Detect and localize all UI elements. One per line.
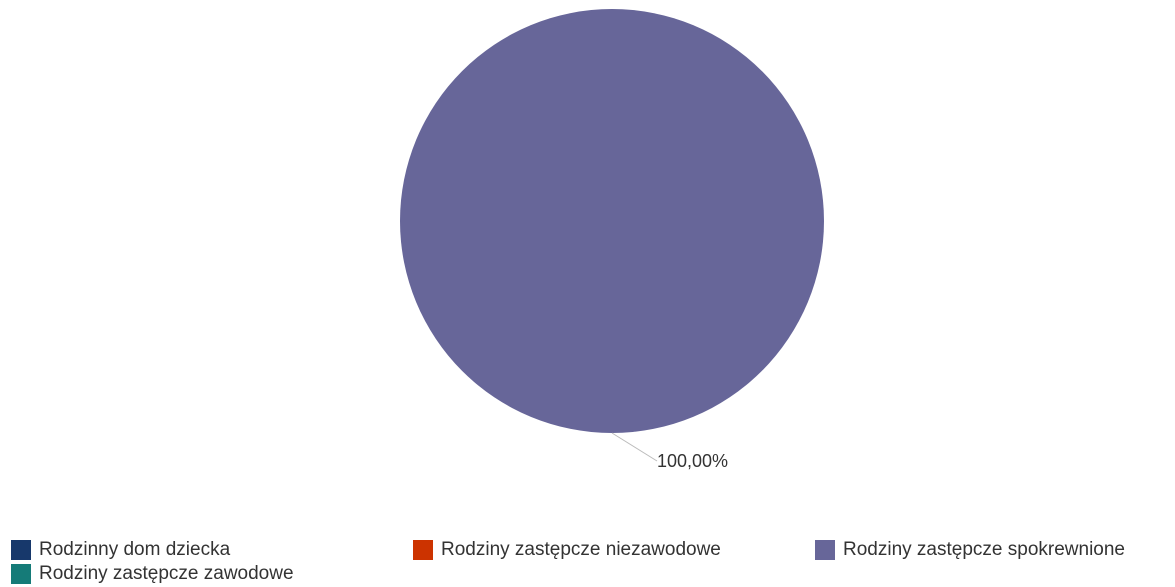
legend-label-rodzinny-dom-dziecka: Rodzinny dom dziecka bbox=[39, 539, 231, 560]
legend-label-rodziny-zastepcze-zawodowe: Rodziny zastępcze zawodowe bbox=[39, 563, 294, 584]
data-label-rodziny-zastepcze-spokrewnione: 100,00% bbox=[657, 451, 728, 471]
legend-item-rodziny-zastepcze-spokrewnione[interactable]: Rodziny zastępcze spokrewnione bbox=[815, 538, 1125, 562]
pie-slice-rodziny-zastepcze-spokrewnione[interactable] bbox=[400, 9, 824, 433]
chart-legend: Rodzinny dom dziecka Rodziny zastępcze n… bbox=[0, 536, 1175, 586]
legend-item-rodziny-zastepcze-zawodowe[interactable]: Rodziny zastępcze zawodowe bbox=[11, 562, 294, 586]
pie-slices bbox=[400, 9, 824, 433]
legend-swatch-rodziny-zastepcze-zawodowe bbox=[11, 564, 31, 584]
legend-swatch-rodziny-zastepcze-niezawodowe bbox=[413, 540, 433, 560]
legend-label-rodziny-zastepcze-spokrewnione: Rodziny zastępcze spokrewnione bbox=[843, 539, 1125, 560]
legend-item-rodzinny-dom-dziecka[interactable]: Rodzinny dom dziecka bbox=[11, 538, 230, 562]
legend-item-rodziny-zastepcze-niezawodowe[interactable]: Rodziny zastępcze niezawodowe bbox=[413, 538, 721, 562]
legend-swatch-rodzinny-dom-dziecka bbox=[11, 540, 31, 560]
legend-label-rodziny-zastepcze-niezawodowe: Rodziny zastępcze niezawodowe bbox=[441, 539, 721, 560]
pie-data-labels: 100,00% bbox=[611, 432, 728, 471]
data-label-connector-rodziny-zastepcze-spokrewnione bbox=[611, 432, 658, 462]
legend-swatch-rodziny-zastepcze-spokrewnione bbox=[815, 540, 835, 560]
